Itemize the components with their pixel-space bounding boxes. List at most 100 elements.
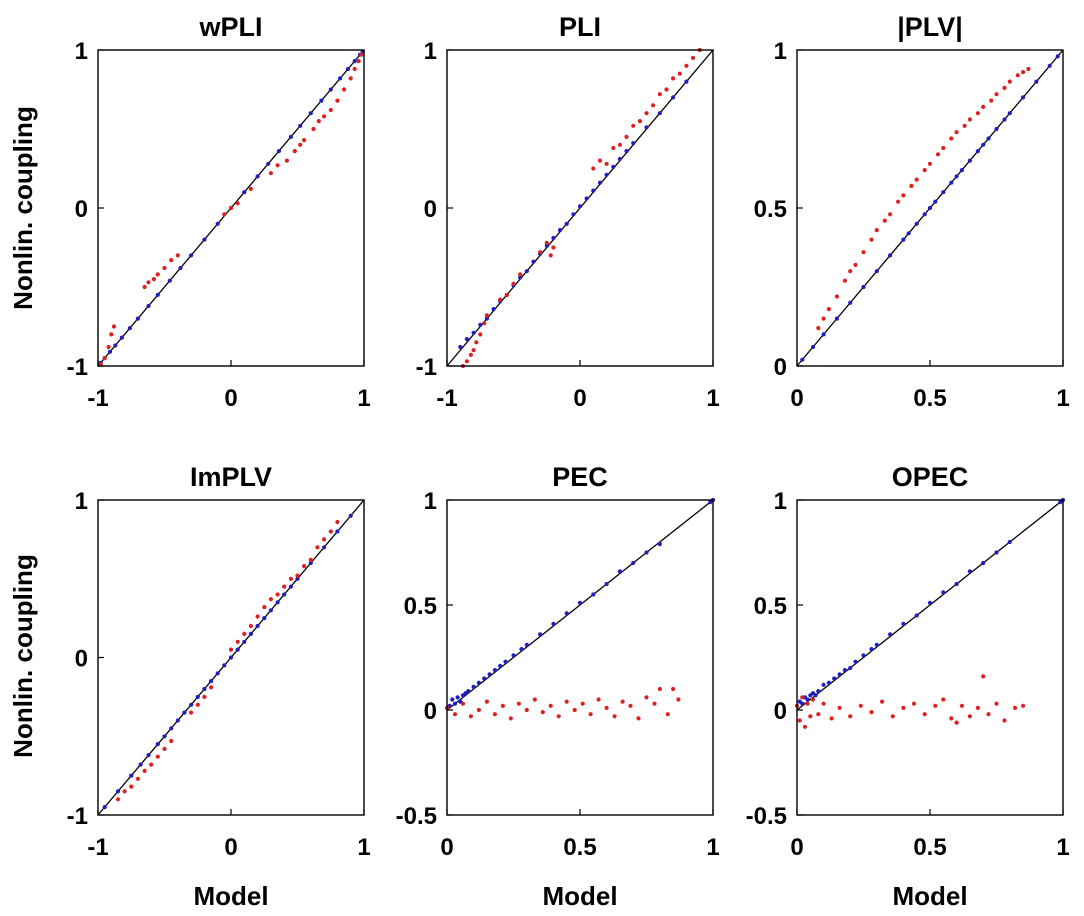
chart-title-6: OPEC [892, 462, 969, 492]
blue-point-5-8 [466, 689, 471, 694]
blue-point-6-9 [821, 682, 826, 687]
red-point-2-19 [604, 161, 609, 166]
red-point-3-24 [967, 117, 973, 122]
blue-point-2-16 [557, 228, 563, 233]
red-point-2-28 [664, 87, 669, 92]
red-point-1-28 [342, 87, 347, 92]
x-tick-label-3-2: 0.5 [913, 385, 946, 412]
red-point-3-5 [842, 278, 848, 283]
blue-point-1-25 [338, 76, 343, 81]
x-tick-label-1-1: -1 [87, 385, 108, 412]
red-point-1-31 [356, 59, 361, 64]
red-point-2-11 [511, 281, 516, 286]
red-point-4-29 [328, 529, 333, 534]
blue-point-4-16 [222, 663, 227, 668]
blue-point-4-19 [242, 639, 247, 644]
blue-point-6-22 [927, 600, 933, 606]
blue-point-6-24 [954, 581, 959, 587]
red-point-6-14 [869, 710, 874, 715]
blue-point-4-23 [268, 608, 273, 613]
red-point-1-29 [348, 76, 353, 81]
red-point-5-5 [476, 707, 481, 713]
blue-point-3-19 [967, 158, 973, 163]
red-point-2-29 [671, 76, 676, 81]
blue-point-5-9 [471, 684, 476, 690]
red-point-3-17 [922, 168, 927, 173]
blue-point-2-15 [551, 235, 556, 241]
red-point-4-17 [248, 623, 253, 629]
y-tick-label-4-3: 1 [75, 488, 88, 515]
blue-point-3-13 [927, 205, 933, 211]
blue-point-3-2 [810, 344, 816, 350]
blue-point-3-11 [914, 221, 919, 226]
red-point-4-25 [302, 564, 307, 569]
blue-point-5-27 [644, 550, 649, 555]
red-point-1-2 [102, 356, 107, 361]
red-point-3-31 [1015, 73, 1020, 78]
red-point-1-10 [162, 265, 167, 271]
blue-point-4-1 [102, 805, 107, 810]
red-point-5-17 [572, 707, 577, 713]
red-point-5-2 [452, 712, 458, 717]
blue-point-1-4 [113, 343, 118, 348]
blue-point-6-25 [967, 569, 973, 574]
red-point-6-10 [829, 716, 834, 721]
red-point-2-16 [551, 245, 556, 250]
red-point-1-24 [316, 119, 321, 124]
y-tick-label-2-3: 1 [424, 38, 437, 65]
red-point-1-8 [151, 277, 156, 282]
red-point-6-6 [808, 714, 813, 719]
x-tick-label-6-3: 1 [1056, 834, 1069, 861]
blue-point-2-14 [544, 243, 549, 248]
red-point-3-29 [1002, 85, 1007, 90]
red-point-6-4 [802, 724, 808, 729]
red-point-4-30 [335, 519, 340, 525]
blue-point-6-21 [914, 613, 919, 618]
blue-point-6-7 [813, 693, 818, 698]
red-point-3-1 [816, 326, 821, 331]
red-point-4-12 [202, 694, 207, 700]
x-tick-label-6-1: 0 [790, 834, 803, 861]
blue-point-1-10 [167, 278, 172, 283]
blue-point-1-8 [146, 303, 151, 309]
blue-point-6-8 [816, 689, 821, 694]
red-point-5-19 [588, 712, 593, 717]
blue-point-1-22 [308, 111, 313, 116]
blue-point-4-30 [335, 529, 340, 534]
blue-point-5-26 [631, 560, 636, 566]
red-point-6-19 [922, 712, 927, 717]
red-point-5-23 [620, 699, 625, 704]
red-point-2-20 [611, 145, 616, 151]
red-point-2-21 [617, 142, 623, 147]
blue-point-2-4 [478, 322, 483, 327]
red-point-1-20 [292, 149, 297, 154]
blue-point-1-24 [328, 87, 333, 92]
red-point-6-24 [959, 703, 965, 708]
blue-point-5-19 [538, 632, 543, 637]
blue-point-2-28 [644, 125, 649, 130]
red-point-4-20 [268, 597, 273, 602]
blue-point-6-12 [837, 672, 842, 677]
blue-point-6-2 [800, 701, 805, 706]
blue-point-2-30 [671, 95, 676, 100]
red-point-3-4 [834, 294, 840, 299]
blue-point-4-14 [209, 679, 214, 684]
red-point-4-8 [162, 746, 167, 752]
chart-title-2: PLI [559, 12, 601, 42]
blue-point-4-5 [146, 753, 151, 758]
red-point-3-23 [962, 123, 967, 128]
blue-point-6-15 [853, 659, 858, 664]
blue-point-2-31 [684, 79, 689, 84]
red-point-1-9 [155, 272, 160, 277]
blue-point-1-16 [242, 190, 247, 195]
y-tick-label-3-2: 0.5 [754, 196, 787, 223]
red-point-1-14 [228, 205, 234, 211]
blue-point-1-20 [288, 134, 293, 139]
blue-point-5-4 [455, 695, 460, 700]
blue-point-2-22 [597, 180, 603, 185]
red-point-5-20 [596, 697, 601, 702]
blue-point-4-26 [288, 584, 293, 589]
red-point-5-7 [492, 712, 497, 717]
